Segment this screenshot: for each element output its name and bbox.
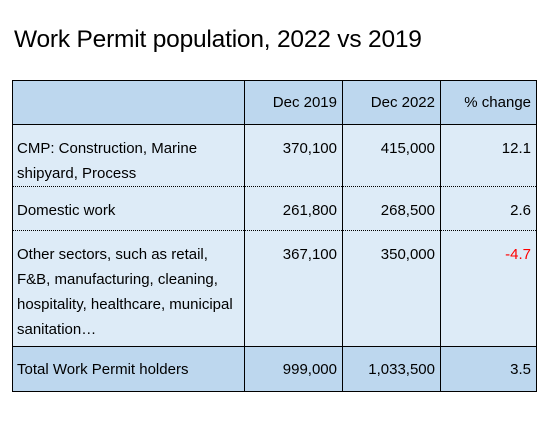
- header-cell-change: % change: [440, 80, 537, 125]
- table-row: CMP: Construction, Marine shipyard, Proc…: [12, 124, 537, 187]
- table-header-row: Dec 2019 Dec 2022 % change: [12, 80, 537, 125]
- table-row: Other sectors, such as retail, F&B, manu…: [12, 230, 537, 347]
- total-dec-2022: 1,033,500: [342, 346, 441, 392]
- work-permit-table: Dec 2019 Dec 2022 % change CMP: Construc…: [12, 80, 537, 392]
- value-change-negative: -4.7: [440, 230, 537, 347]
- value-dec-2022: 268,500: [342, 186, 441, 231]
- value-dec-2022: 415,000: [342, 124, 441, 187]
- value-dec-2019: 370,100: [244, 124, 343, 187]
- total-label: Total Work Permit holders: [12, 346, 245, 392]
- table-total-row: Total Work Permit holders 999,000 1,033,…: [12, 346, 537, 392]
- value-dec-2019: 367,100: [244, 230, 343, 347]
- value-dec-2019: 261,800: [244, 186, 343, 231]
- value-change: 12.1: [440, 124, 537, 187]
- total-change: 3.5: [440, 346, 537, 392]
- header-cell-empty: [12, 80, 245, 125]
- total-dec-2019: 999,000: [244, 346, 343, 392]
- value-dec-2022: 350,000: [342, 230, 441, 347]
- row-label: CMP: Construction, Marine shipyard, Proc…: [12, 124, 245, 187]
- value-change: 2.6: [440, 186, 537, 231]
- table-row: Domestic work 261,800 268,500 2.6: [12, 186, 537, 231]
- header-cell-dec-2022: Dec 2022: [342, 80, 441, 125]
- header-cell-dec-2019: Dec 2019: [244, 80, 343, 125]
- row-label: Domestic work: [12, 186, 245, 231]
- row-label: Other sectors, such as retail, F&B, manu…: [12, 230, 245, 347]
- page-title: Work Permit population, 2022 vs 2019: [14, 26, 422, 53]
